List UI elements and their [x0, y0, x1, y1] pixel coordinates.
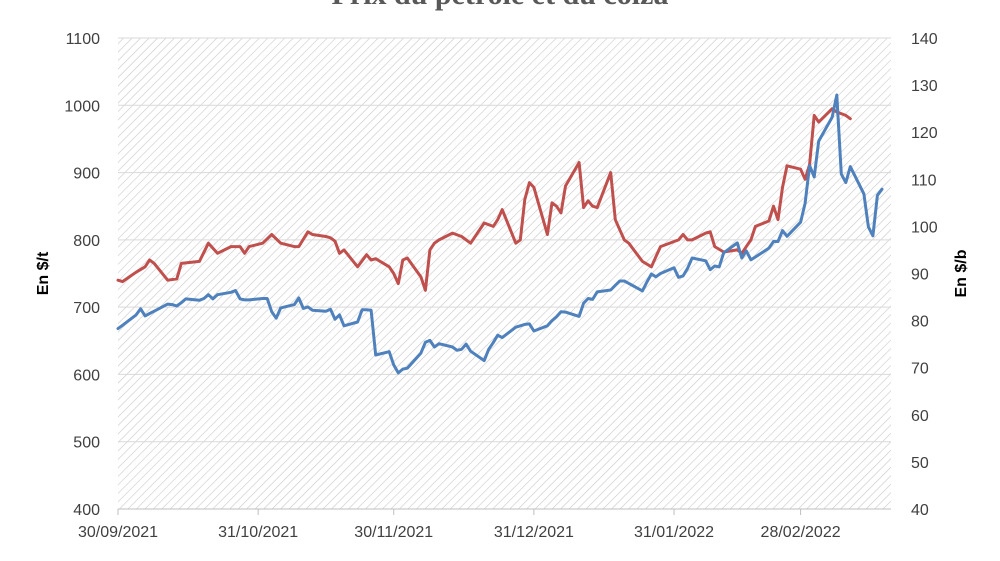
axes: 400 500 600 700 800 900 1000 1100 40 50 60 70 80 90 10… [64, 31, 937, 541]
y-left-tick-label: 600 [73, 367, 100, 384]
y-right-tick-label: 130 [911, 78, 938, 95]
y-right-tick-label: 50 [911, 455, 929, 472]
x-tick-label: 31/01/2022 [634, 524, 714, 541]
x-tick-label: 28/02/2022 [761, 524, 841, 541]
y-left-tick-label: 500 [73, 435, 100, 452]
y-right-tick-label: 120 [911, 125, 938, 142]
y-axis-right-title: En $/b [953, 249, 970, 297]
y-left-tick-label: 900 [73, 166, 100, 183]
x-tick-label: 31/12/2021 [494, 524, 574, 541]
gridlines [118, 37, 891, 443]
y-right-tick-label: 80 [911, 314, 929, 331]
y-right-tick-label: 40 [911, 502, 929, 519]
y-right-tick-label: 60 [911, 408, 929, 425]
y-right-tick-label: 90 [911, 267, 929, 284]
y-axis-left-title: En $/t [35, 251, 52, 295]
y-right-tick-label: 70 [911, 361, 929, 378]
y-left-tick-label: 700 [73, 300, 100, 317]
series-layer [116, 93, 884, 375]
x-tick-label: 30/11/2021 [354, 524, 433, 541]
chart-title: Prix du pétrole et du colza [332, 0, 669, 11]
y-right-tick-label: 140 [911, 31, 938, 48]
y-left-tick-label: 1000 [64, 98, 100, 115]
series-line-right-axis [116, 93, 884, 375]
x-tick-label: 31/10/2021 [218, 524, 298, 541]
x-tick-label: 30/09/2021 [78, 524, 158, 541]
y-left-tick-label: 1100 [66, 31, 101, 48]
series-line-left-axis [116, 107, 852, 292]
y-right-tick-label: 100 [911, 219, 938, 236]
plot-area [118, 38, 891, 509]
y-left-tick-label: 400 [73, 502, 100, 519]
y-right-tick-label: 110 [911, 172, 937, 189]
y-left-tick-label: 800 [73, 233, 100, 250]
